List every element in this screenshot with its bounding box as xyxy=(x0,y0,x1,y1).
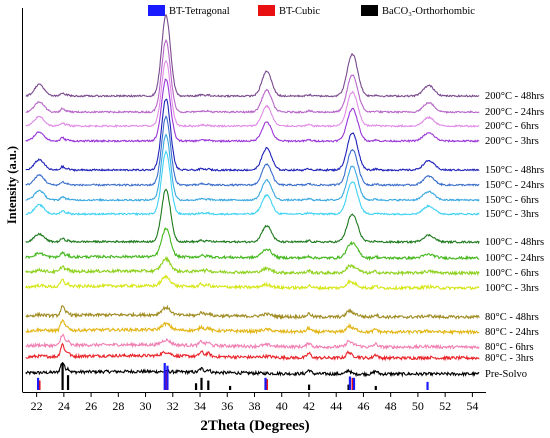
reference-stick xyxy=(351,377,354,390)
x-tick-label: 30 xyxy=(140,399,152,413)
reference-stick xyxy=(228,385,232,390)
x-ticks: 22 24 26 28 30 32 34 36 38 40 42 44 46 48 50 52 54 xyxy=(31,392,478,413)
series-line xyxy=(25,98,480,172)
series-line xyxy=(25,255,480,277)
series-line xyxy=(25,274,480,292)
x-tick-label: 38 xyxy=(249,399,261,413)
reference-stick xyxy=(61,363,64,390)
x-tick-label: 36 xyxy=(221,399,233,413)
reference-stick xyxy=(426,381,429,390)
x-tick-label: 42 xyxy=(303,399,315,413)
x-tick-label: 46 xyxy=(357,399,369,413)
series-line xyxy=(25,342,480,362)
series-line xyxy=(25,133,480,203)
series-line xyxy=(25,333,480,351)
series-label: 100°C - 6hrs xyxy=(485,268,539,279)
series-label: Pre-Solvo xyxy=(485,369,527,380)
series-label: 100°C - 3hrs xyxy=(485,283,539,294)
series-label: 80°C - 48hrs xyxy=(485,312,539,323)
series-line xyxy=(25,59,480,129)
series-label: 200°C - 48hrs xyxy=(485,91,544,102)
x-tick-label: 24 xyxy=(58,399,70,413)
x-tick-label: 34 xyxy=(194,399,206,413)
series-line xyxy=(25,149,480,217)
legend-label: BT-Cubic xyxy=(279,6,320,17)
reference-stick xyxy=(66,375,70,390)
reference-stick xyxy=(38,380,41,390)
series-line xyxy=(25,304,480,321)
series-label: 80°C - 24hrs xyxy=(485,327,539,338)
reference-stick xyxy=(166,365,169,390)
x-tick-label: 40 xyxy=(276,399,288,413)
reference-stick xyxy=(265,379,268,390)
pattern-curves xyxy=(25,13,480,378)
series-line xyxy=(25,38,480,115)
x-tick-label: 52 xyxy=(439,399,451,413)
series-line xyxy=(25,227,480,262)
y-axis-title: Intensity (a.u.) xyxy=(5,146,19,224)
series-label: 150°C - 48hrs xyxy=(485,165,544,176)
x-tick-label: 26 xyxy=(85,399,97,413)
x-tick-label: 32 xyxy=(167,399,179,413)
reference-stick xyxy=(347,384,350,390)
reference-stick xyxy=(194,383,198,390)
x-tick-label: 50 xyxy=(412,399,424,413)
series-line xyxy=(25,319,480,336)
reference-stick xyxy=(374,385,377,390)
series-label: 150°C - 6hrs xyxy=(485,195,539,206)
x-tick-label: 48 xyxy=(385,399,397,413)
series-label: 200°C - 3hrs xyxy=(485,136,539,147)
reference-stick xyxy=(164,371,168,390)
x-axis-title: 2Theta (Degrees) xyxy=(200,418,309,434)
reference-sticks xyxy=(36,363,429,390)
series-label: 100°C - 48hrs xyxy=(485,237,544,248)
legend-swatch xyxy=(258,5,275,16)
reference-stick xyxy=(264,377,267,390)
series-line xyxy=(25,115,480,187)
legend-swatch xyxy=(361,5,378,16)
reference-stick xyxy=(352,377,356,390)
series-line xyxy=(25,78,480,144)
reference-stick xyxy=(36,377,40,390)
reference-stick xyxy=(348,376,352,390)
series-label: 80°C - 6hrs xyxy=(485,342,534,353)
reference-stick xyxy=(307,384,311,390)
x-tick-label: 28 xyxy=(112,399,124,413)
series-label: 200°C - 6hrs xyxy=(485,121,539,132)
x-tick-label: 54 xyxy=(466,399,478,413)
legend: BT-Tetragonal BT-Cubic BaCO₃-Orthorhombic xyxy=(148,5,475,17)
series-line xyxy=(25,361,480,378)
reference-stick xyxy=(207,380,210,390)
series-label: 150°C - 3hrs xyxy=(485,209,539,220)
x-tick-label: 44 xyxy=(330,399,342,413)
reference-stick xyxy=(163,363,166,390)
legend-label: BT-Tetragonal xyxy=(169,6,230,17)
series-line xyxy=(25,188,480,245)
series-label: 150°C - 24hrs xyxy=(485,180,544,191)
reference-stick xyxy=(200,377,203,390)
series-label: 80°C - 3hrs xyxy=(485,353,534,364)
x-tick-label: 22 xyxy=(31,399,43,413)
series-line xyxy=(25,13,480,99)
series-label: 200°C - 24hrs xyxy=(485,107,544,118)
series-label: 100°C - 24hrs xyxy=(485,253,544,264)
legend-label: BaCO₃-Orthorhombic xyxy=(382,6,475,17)
legend-swatch xyxy=(148,5,165,16)
